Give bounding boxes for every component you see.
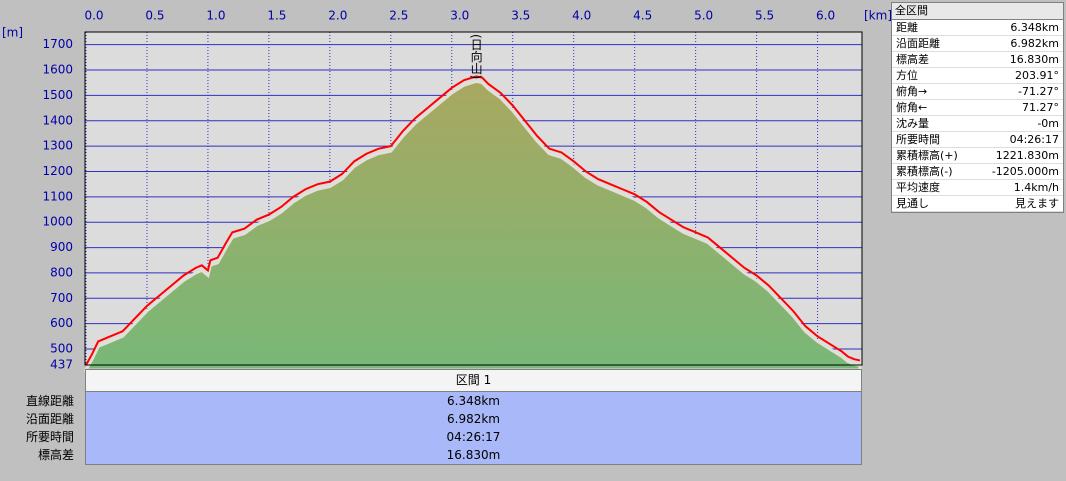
panel-value: 203.91° xyxy=(1015,69,1059,82)
panel-label: 沿面距離 xyxy=(896,37,940,50)
panel-row: 累積標高(-) -1205.000m xyxy=(892,164,1063,180)
panel-value: 1221.830m xyxy=(995,149,1059,162)
panel-label: 累積標高(-) xyxy=(896,165,953,178)
y-tick-label: 500 xyxy=(50,342,73,356)
panel-row: 沈み量 -0m xyxy=(892,116,1063,132)
section-row: 標高差 16.830m xyxy=(1,446,862,465)
x-tick-label: 1.5 xyxy=(267,9,286,23)
panel-row: 累積標高(+) 1221.830m xyxy=(892,148,1063,164)
section-label: 沿面距離 xyxy=(1,410,74,428)
panel-label: 平均速度 xyxy=(896,181,940,194)
y-tick-label: 1300 xyxy=(42,139,73,153)
panel-label: 方位 xyxy=(896,69,918,82)
y-tick-label: 437 xyxy=(50,358,73,372)
panel-row: 標高差 16.830m xyxy=(892,52,1063,68)
panel-value: -1205.000m xyxy=(991,165,1059,178)
y-unit: [m] xyxy=(2,26,23,40)
section-value: 6.982km xyxy=(447,412,500,426)
section-value: 04:26:17 xyxy=(446,430,501,444)
panel-value: 1.4km/h xyxy=(1013,181,1059,194)
x-tick-label: 2.0 xyxy=(328,9,347,23)
y-tick-label: 1600 xyxy=(42,63,73,77)
x-tick-label: 3.5 xyxy=(511,9,530,23)
panel-value: 71.27° xyxy=(1022,101,1059,114)
summary-panel: 全区間 距離 6.348km 沿面距離 6.982km 標高差 16.830m 方位 203.9… xyxy=(891,2,1064,213)
panel-row: 俯角← 71.27° xyxy=(892,100,1063,116)
section-value: 6.348km xyxy=(447,394,500,408)
panel-label: 累積標高(+) xyxy=(896,149,958,162)
panel-value: 6.348km xyxy=(1010,21,1059,34)
x-tick-label: 5.5 xyxy=(755,9,774,23)
x-tick-label: 4.5 xyxy=(633,9,652,23)
panel-row: 沿面距離 6.982km xyxy=(892,36,1063,52)
panel-label: 標高差 xyxy=(896,53,929,66)
panel-label: 見通し xyxy=(896,197,929,210)
panel-label: 俯角← xyxy=(896,101,928,114)
panel-row: 見通し 見えます xyxy=(892,196,1063,212)
section-label: 標高差 xyxy=(1,446,74,464)
x-tick-label: 0.5 xyxy=(145,9,164,23)
peak-label: (日向山) xyxy=(469,34,483,79)
section-header[interactable]: 区間 1 xyxy=(85,369,862,392)
frame xyxy=(84,31,863,366)
panel-label: 俯角→ xyxy=(896,85,928,98)
section-table: 区間 1 直線距離 6.348km 沿面距離 6.982km 所要時間 04:26:17 標高… xyxy=(1,369,862,465)
x-tick-label: 1.0 xyxy=(206,9,225,23)
section-value: 16.830m xyxy=(446,448,501,462)
section-row: 沿面距離 6.982km xyxy=(1,410,862,428)
x-tick-label: 5.0 xyxy=(694,9,713,23)
panel-row: 距離 6.348km xyxy=(892,20,1063,36)
panel-row: 所要時間 04:26:17 xyxy=(892,132,1063,148)
x-unit: [km] xyxy=(864,9,892,23)
panel-value: -0m xyxy=(1037,117,1059,130)
x-tick-label: 0.0 xyxy=(84,9,103,23)
y-tick-label: 1100 xyxy=(42,189,73,203)
panel-row: 平均速度 1.4km/h xyxy=(892,180,1063,196)
y-tick-label: 1200 xyxy=(42,164,73,178)
y-tick-label: 800 xyxy=(50,265,73,279)
panel-label: 沈み量 xyxy=(896,117,929,130)
panel-label: 距離 xyxy=(896,21,918,34)
x-tick-label: 4.0 xyxy=(572,9,591,23)
x-tick-label: 3.0 xyxy=(450,9,469,23)
panel-row: 方位 203.91° xyxy=(892,68,1063,84)
y-tick-label: 600 xyxy=(50,316,73,330)
panel-value: 6.982km xyxy=(1010,37,1059,50)
section-row: 所要時間 04:26:17 xyxy=(1,428,862,446)
x-tick-label: 2.5 xyxy=(389,9,408,23)
y-tick-label: 900 xyxy=(50,240,73,254)
section-row: 直線距離 6.348km xyxy=(1,392,862,410)
y-tick-label: 700 xyxy=(50,291,73,305)
y-tick-label: 1700 xyxy=(42,37,73,51)
panel-title: 全区間 xyxy=(892,3,1063,20)
y-tick-label: 1400 xyxy=(42,113,73,127)
y-tick-label: 1000 xyxy=(42,215,73,229)
panel-row: 俯角→ -71.27° xyxy=(892,84,1063,100)
section-label: 所要時間 xyxy=(1,428,74,446)
panel-value: -71.27° xyxy=(1018,85,1059,98)
panel-value: 04:26:17 xyxy=(1009,133,1059,146)
section-label: 直線距離 xyxy=(1,392,74,410)
panel-value: 16.830m xyxy=(1009,53,1059,66)
panel-value: 見えます xyxy=(1015,197,1059,210)
panel-label: 所要時間 xyxy=(896,133,940,146)
x-tick-label: 6.0 xyxy=(816,9,835,23)
elevation-line xyxy=(85,75,861,366)
y-tick-label: 1500 xyxy=(42,88,73,102)
area xyxy=(83,79,862,372)
